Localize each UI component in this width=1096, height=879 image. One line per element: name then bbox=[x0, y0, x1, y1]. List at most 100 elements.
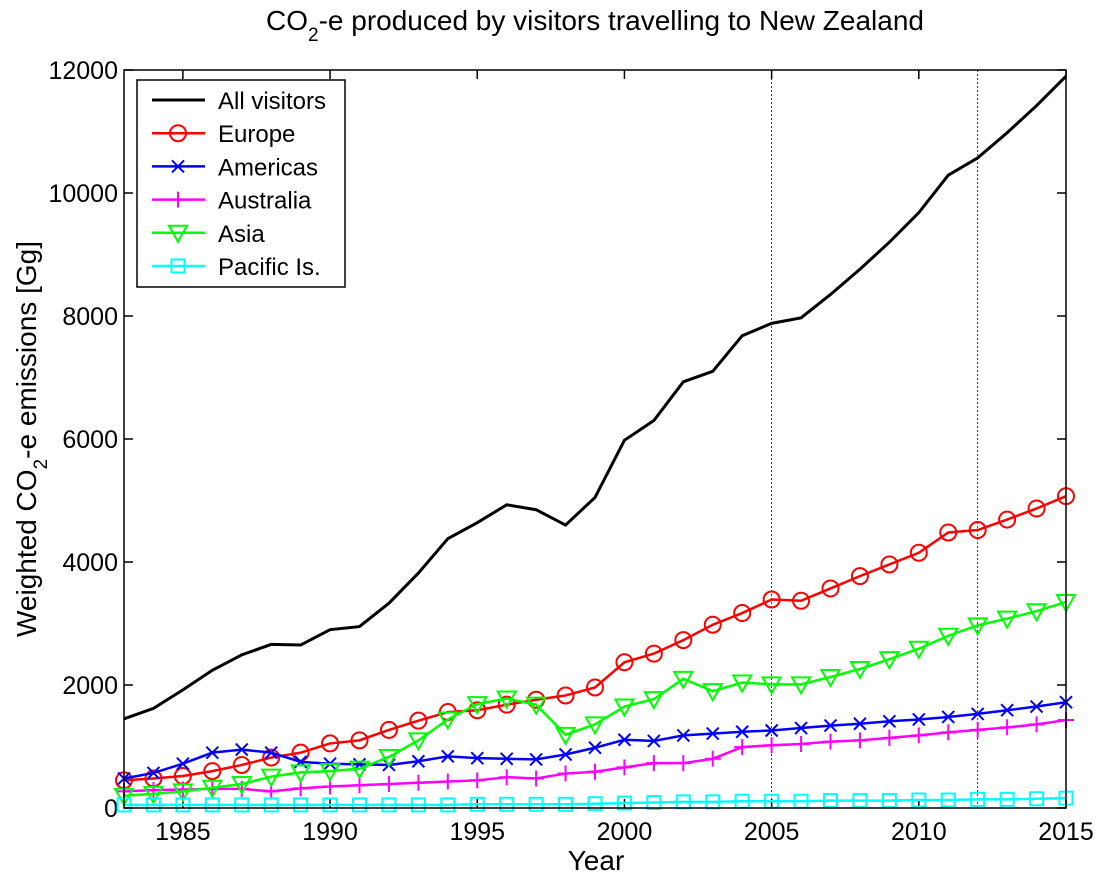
data-point bbox=[970, 791, 986, 807]
data-point bbox=[910, 727, 927, 744]
data-point bbox=[702, 683, 724, 703]
data-point bbox=[613, 698, 636, 718]
data-point bbox=[1028, 716, 1045, 733]
data-point bbox=[232, 755, 251, 774]
data-point bbox=[348, 760, 371, 780]
data-point bbox=[735, 725, 749, 739]
data-point bbox=[1029, 699, 1044, 714]
data-point bbox=[882, 714, 897, 728]
data-point bbox=[1000, 703, 1014, 717]
data-point bbox=[763, 737, 780, 754]
data-point bbox=[764, 723, 779, 738]
x-tick-label: 2010 bbox=[891, 818, 947, 846]
data-point bbox=[822, 733, 839, 750]
data-point bbox=[853, 717, 867, 731]
data-point bbox=[146, 766, 161, 780]
plot-frame bbox=[123, 69, 1067, 809]
data-point bbox=[263, 797, 279, 813]
data-point bbox=[439, 773, 456, 790]
data-point bbox=[235, 742, 249, 757]
y-tick-label: 4000 bbox=[62, 549, 118, 577]
legend-marker bbox=[167, 224, 189, 244]
data-point bbox=[940, 792, 956, 808]
data-point bbox=[704, 750, 721, 767]
data-point bbox=[587, 763, 603, 780]
data-point bbox=[733, 604, 752, 623]
data-point bbox=[912, 712, 926, 727]
data-point bbox=[850, 567, 869, 586]
data-point bbox=[499, 752, 514, 766]
data-point bbox=[231, 776, 253, 796]
data-point bbox=[495, 690, 518, 710]
data-point bbox=[617, 733, 632, 747]
data-point bbox=[528, 796, 544, 812]
legend-marker bbox=[169, 124, 187, 143]
data-point bbox=[646, 794, 662, 810]
x-tick-label: 2015 bbox=[1038, 818, 1094, 846]
data-point bbox=[999, 791, 1015, 807]
x-tick-label: 1985 bbox=[155, 818, 211, 846]
data-point bbox=[352, 797, 367, 813]
legend bbox=[136, 79, 346, 288]
chart-title: CO2-e produced by visitors travelling to… bbox=[266, 5, 924, 46]
data-point bbox=[437, 711, 459, 731]
legend-label: Pacific Is. bbox=[218, 254, 321, 281]
series-line bbox=[123, 718, 1067, 793]
data-point bbox=[731, 674, 753, 694]
data-point bbox=[792, 591, 811, 610]
data-point bbox=[881, 729, 898, 746]
data-point bbox=[908, 640, 930, 660]
data-point bbox=[586, 678, 604, 697]
series-line bbox=[123, 75, 1068, 721]
data-point bbox=[880, 555, 899, 574]
data-point bbox=[851, 732, 868, 749]
data-point bbox=[322, 797, 338, 813]
data-point bbox=[790, 676, 812, 696]
data-point bbox=[411, 754, 426, 768]
data-point bbox=[407, 732, 430, 752]
data-point bbox=[793, 736, 810, 753]
legend-marker bbox=[171, 159, 185, 174]
x-tick-label: 1990 bbox=[302, 818, 358, 846]
y-tick-label: 2000 bbox=[62, 672, 118, 700]
data-point bbox=[819, 669, 842, 689]
data-point bbox=[966, 617, 989, 637]
data-point bbox=[554, 726, 577, 746]
data-point bbox=[558, 796, 574, 812]
y-tick-label: 10000 bbox=[48, 180, 118, 208]
data-point bbox=[588, 741, 602, 755]
y-tick-label: 6000 bbox=[62, 426, 118, 454]
x-tick-label: 2000 bbox=[597, 818, 653, 846]
data-point bbox=[172, 783, 194, 803]
data-point bbox=[468, 701, 487, 720]
y-tick-label: 8000 bbox=[62, 303, 118, 331]
data-point bbox=[616, 759, 633, 776]
legend-marker bbox=[170, 258, 186, 274]
data-point bbox=[676, 728, 691, 743]
data-point bbox=[556, 686, 575, 705]
data-point bbox=[1027, 499, 1046, 518]
data-point bbox=[587, 796, 603, 812]
data-point bbox=[647, 734, 661, 748]
data-point bbox=[293, 797, 309, 813]
data-point bbox=[881, 793, 897, 809]
data-point bbox=[497, 695, 516, 714]
x-tick-label: 1995 bbox=[449, 818, 505, 846]
data-point bbox=[644, 644, 663, 663]
legend-label: Australia bbox=[218, 188, 312, 215]
data-point bbox=[321, 734, 340, 753]
data-point bbox=[525, 696, 547, 716]
y-axis-label: Weighted CO2-e emissions [Gg] bbox=[11, 241, 52, 637]
data-point bbox=[410, 774, 427, 791]
data-point bbox=[1029, 791, 1045, 807]
data-point bbox=[470, 751, 484, 765]
series-line bbox=[123, 495, 1067, 782]
data-point bbox=[145, 782, 162, 799]
data-point bbox=[176, 757, 190, 771]
data-point bbox=[260, 768, 282, 788]
data-point bbox=[381, 797, 397, 813]
data-point bbox=[440, 797, 456, 813]
data-point bbox=[319, 763, 341, 783]
